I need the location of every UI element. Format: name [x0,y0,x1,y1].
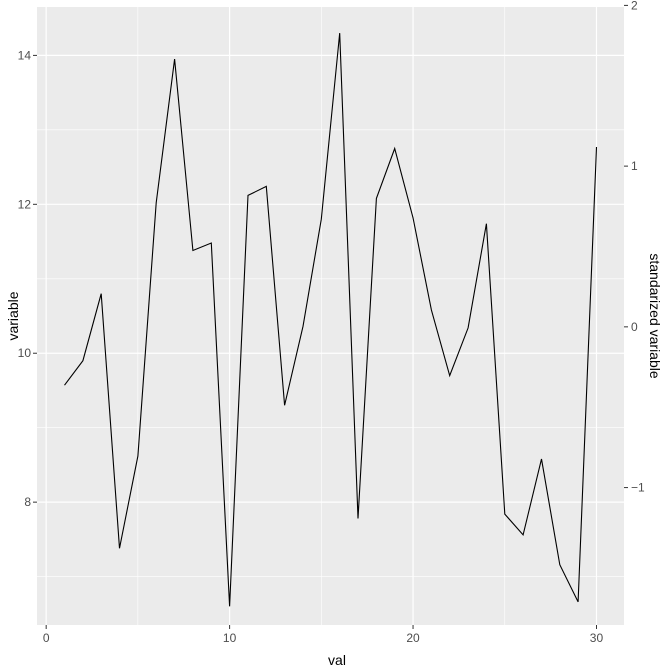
x-tick-label: 30 [590,631,604,645]
y-tick-label: 14 [18,48,32,62]
y-tick-label: 12 [18,197,32,211]
y2-axis-title: standarized variable [647,253,663,379]
right-y-axis: −1 0 1 2 [624,0,645,495]
x-tick-label: 20 [406,631,420,645]
y-tick-label: 10 [18,346,32,360]
series-line [64,33,598,607]
x-axis: 0 10 20 30 [43,625,604,645]
x-axis-title: val [328,652,346,668]
y-axis-title: variable [5,291,21,340]
x-tick-label: 0 [43,631,50,645]
left-y-axis: 8 10 12 14 [18,48,37,509]
y2-tick-label: 2 [631,0,638,12]
x-tick-label: 10 [223,631,237,645]
y-tick-label: 8 [24,495,31,509]
plot-panel [37,7,624,625]
major-gridlines [37,7,624,625]
y2-tick-label: −1 [631,481,645,495]
minor-gridlines [37,7,624,625]
y2-tick-label: 1 [631,159,638,173]
y2-tick-label: 0 [631,320,638,334]
